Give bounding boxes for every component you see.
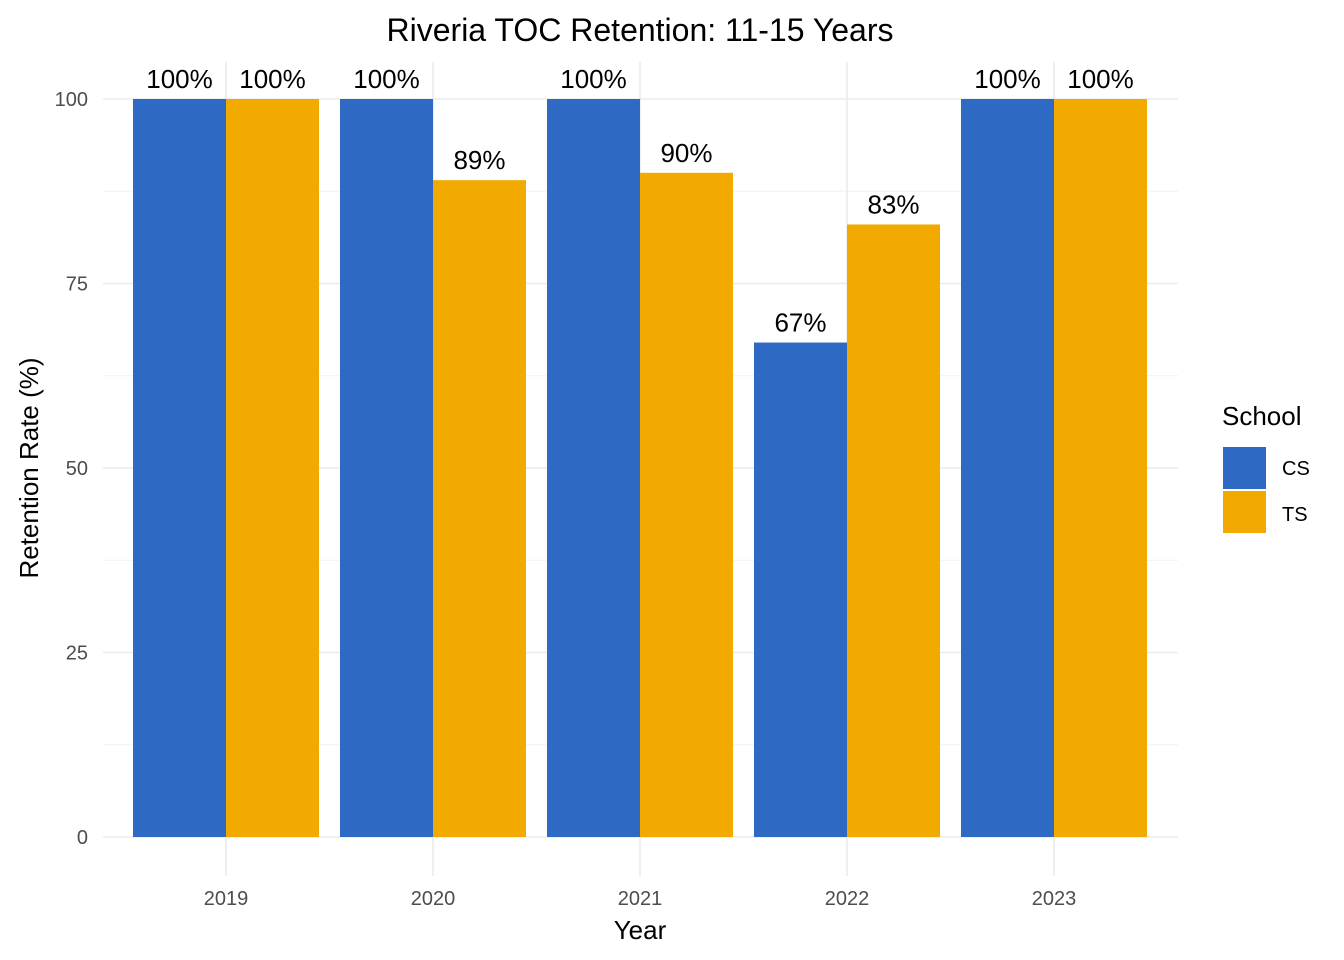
x-tick-label: 2021 — [618, 888, 663, 910]
y-axis-title: Retention Rate (%) — [14, 357, 44, 578]
bars-layer — [133, 99, 1147, 838]
legend: School CS TS — [1222, 401, 1310, 533]
data-label-cs-2023: 100% — [974, 64, 1041, 94]
data-label-cs-2019: 100% — [146, 64, 213, 94]
bar-cs-2019 — [133, 99, 226, 837]
data-label-ts-2022: 83% — [867, 189, 919, 219]
bar-cs-2022 — [754, 342, 847, 837]
chart-title: Riveria TOC Retention: 11-15 Years — [387, 12, 894, 48]
legend-label-cs: CS — [1282, 458, 1310, 480]
bar-ts-2022 — [847, 224, 940, 837]
x-tick-label: 2019 — [204, 888, 249, 910]
bar-ts-2021 — [640, 172, 733, 838]
data-label-cs-2020: 100% — [353, 64, 420, 94]
x-tick-label: 2022 — [825, 888, 870, 910]
legend-swatch-cs — [1223, 447, 1266, 489]
bar-ts-2019 — [226, 99, 319, 837]
data-label-ts-2023: 100% — [1067, 64, 1134, 94]
bar-ts-2023 — [1054, 99, 1147, 837]
y-tick-label: 100 — [55, 89, 88, 111]
y-tick-label: 0 — [77, 827, 88, 849]
bar-cs-2020 — [340, 99, 433, 837]
y-tick-label: 75 — [66, 274, 88, 296]
axes-layer: 0 25 50 75 100 2019 2020 2021 2022 2023 — [55, 89, 1077, 910]
x-tick-label: 2023 — [1032, 888, 1077, 910]
bar-cs-2023 — [961, 99, 1054, 837]
x-tick-label: 2020 — [411, 888, 456, 910]
data-label-cs-2022: 67% — [774, 308, 826, 338]
data-label-ts-2021: 90% — [660, 138, 712, 168]
legend-label-ts: TS — [1282, 504, 1308, 526]
x-axis-title: Year — [614, 915, 667, 945]
y-tick-label: 25 — [66, 643, 88, 665]
data-labels-layer: 100% 100% 100% 67% 100% 100% 89% 90% 83% 100% — [146, 64, 1134, 338]
data-label-ts-2019: 100% — [239, 64, 306, 94]
legend-title: School — [1222, 401, 1302, 431]
bar-ts-2020 — [433, 180, 526, 837]
data-label-cs-2021: 100% — [560, 64, 627, 94]
y-tick-label: 50 — [66, 458, 88, 480]
data-label-ts-2020: 89% — [453, 145, 505, 175]
bar-cs-2021 — [547, 99, 640, 837]
legend-swatch-ts — [1223, 491, 1266, 533]
